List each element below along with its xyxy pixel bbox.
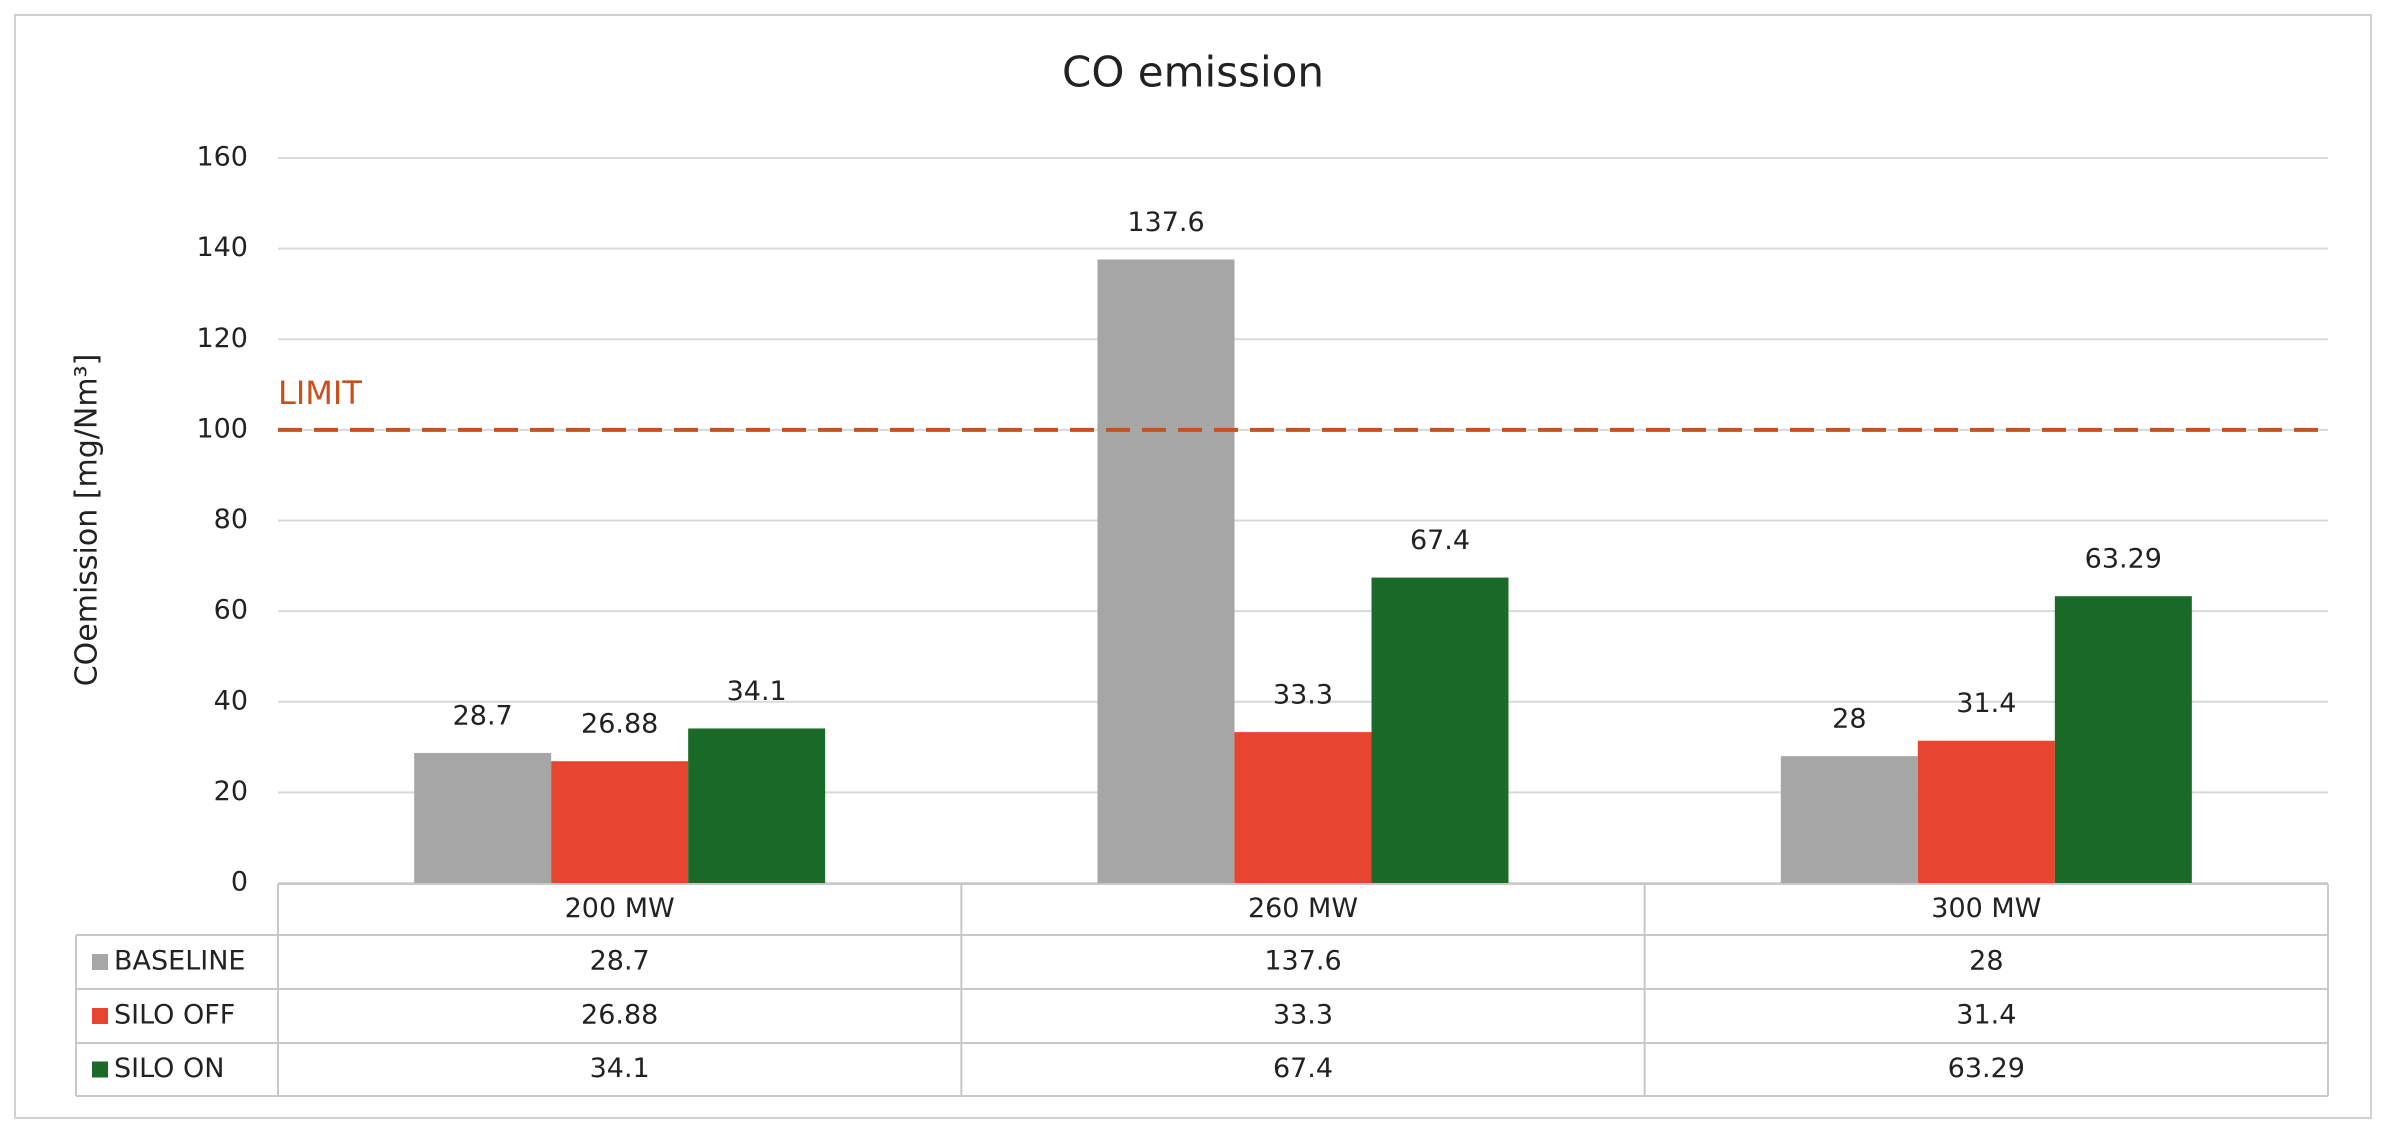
y-tick-label: 120 — [196, 323, 248, 354]
bar — [1234, 732, 1372, 883]
x-tick-label: 260 MW — [1248, 893, 1358, 924]
bar — [688, 728, 826, 883]
y-axis-label: COemission [mg/Nm³] — [70, 354, 105, 687]
table-cell: 28.7 — [590, 946, 650, 977]
legend-swatch — [92, 954, 108, 970]
data-label: 26.88 — [581, 709, 658, 740]
legend-swatch — [92, 1061, 108, 1078]
limit-label: LIMIT — [278, 374, 362, 412]
y-tick-label: 60 — [214, 595, 248, 626]
legend-label: SILO OFF — [114, 1000, 235, 1031]
data-label: 28.7 — [453, 700, 513, 731]
bar — [1097, 259, 1235, 883]
x-tick-label: 300 MW — [1931, 893, 2041, 924]
y-tick-label: 140 — [196, 232, 248, 263]
bar — [2054, 596, 2192, 883]
legend-label: BASELINE — [114, 946, 245, 977]
legend-swatch — [92, 1008, 108, 1024]
bar — [1371, 577, 1509, 883]
y-tick-label: 20 — [214, 776, 248, 807]
table-cell: 31.4 — [1956, 1000, 2016, 1031]
y-tick-label: 0 — [231, 867, 248, 898]
bar — [551, 761, 689, 883]
data-label: 33.3 — [1273, 680, 1333, 711]
legend-label: SILO ON — [114, 1053, 224, 1084]
bar — [1917, 740, 2055, 883]
table-cell: 67.4 — [1273, 1053, 1333, 1084]
data-label: 28 — [1832, 704, 1866, 735]
data-label: 63.29 — [2085, 544, 2162, 575]
data-label: 67.4 — [1410, 525, 1470, 556]
bar — [414, 752, 552, 883]
data-label: 34.1 — [727, 676, 787, 707]
table-cell: 63.29 — [1948, 1053, 2025, 1084]
data-label: 31.4 — [1956, 688, 2016, 719]
bar — [1780, 756, 1918, 883]
table-cell: 137.6 — [1264, 946, 1341, 977]
table-cell: 34.1 — [590, 1053, 650, 1084]
table-cell: 33.3 — [1273, 1000, 1333, 1031]
y-tick-label: 40 — [214, 685, 248, 716]
x-tick-label: 200 MW — [565, 893, 675, 924]
data-label: 137.6 — [1127, 207, 1204, 238]
table-cell: 28 — [1969, 946, 2003, 977]
y-tick-label: 160 — [196, 142, 248, 173]
chart-title: CO emission — [1062, 48, 1324, 97]
y-tick-label: 100 — [196, 413, 248, 444]
y-tick-label: 80 — [214, 504, 248, 535]
table-cell: 26.88 — [581, 1000, 658, 1031]
